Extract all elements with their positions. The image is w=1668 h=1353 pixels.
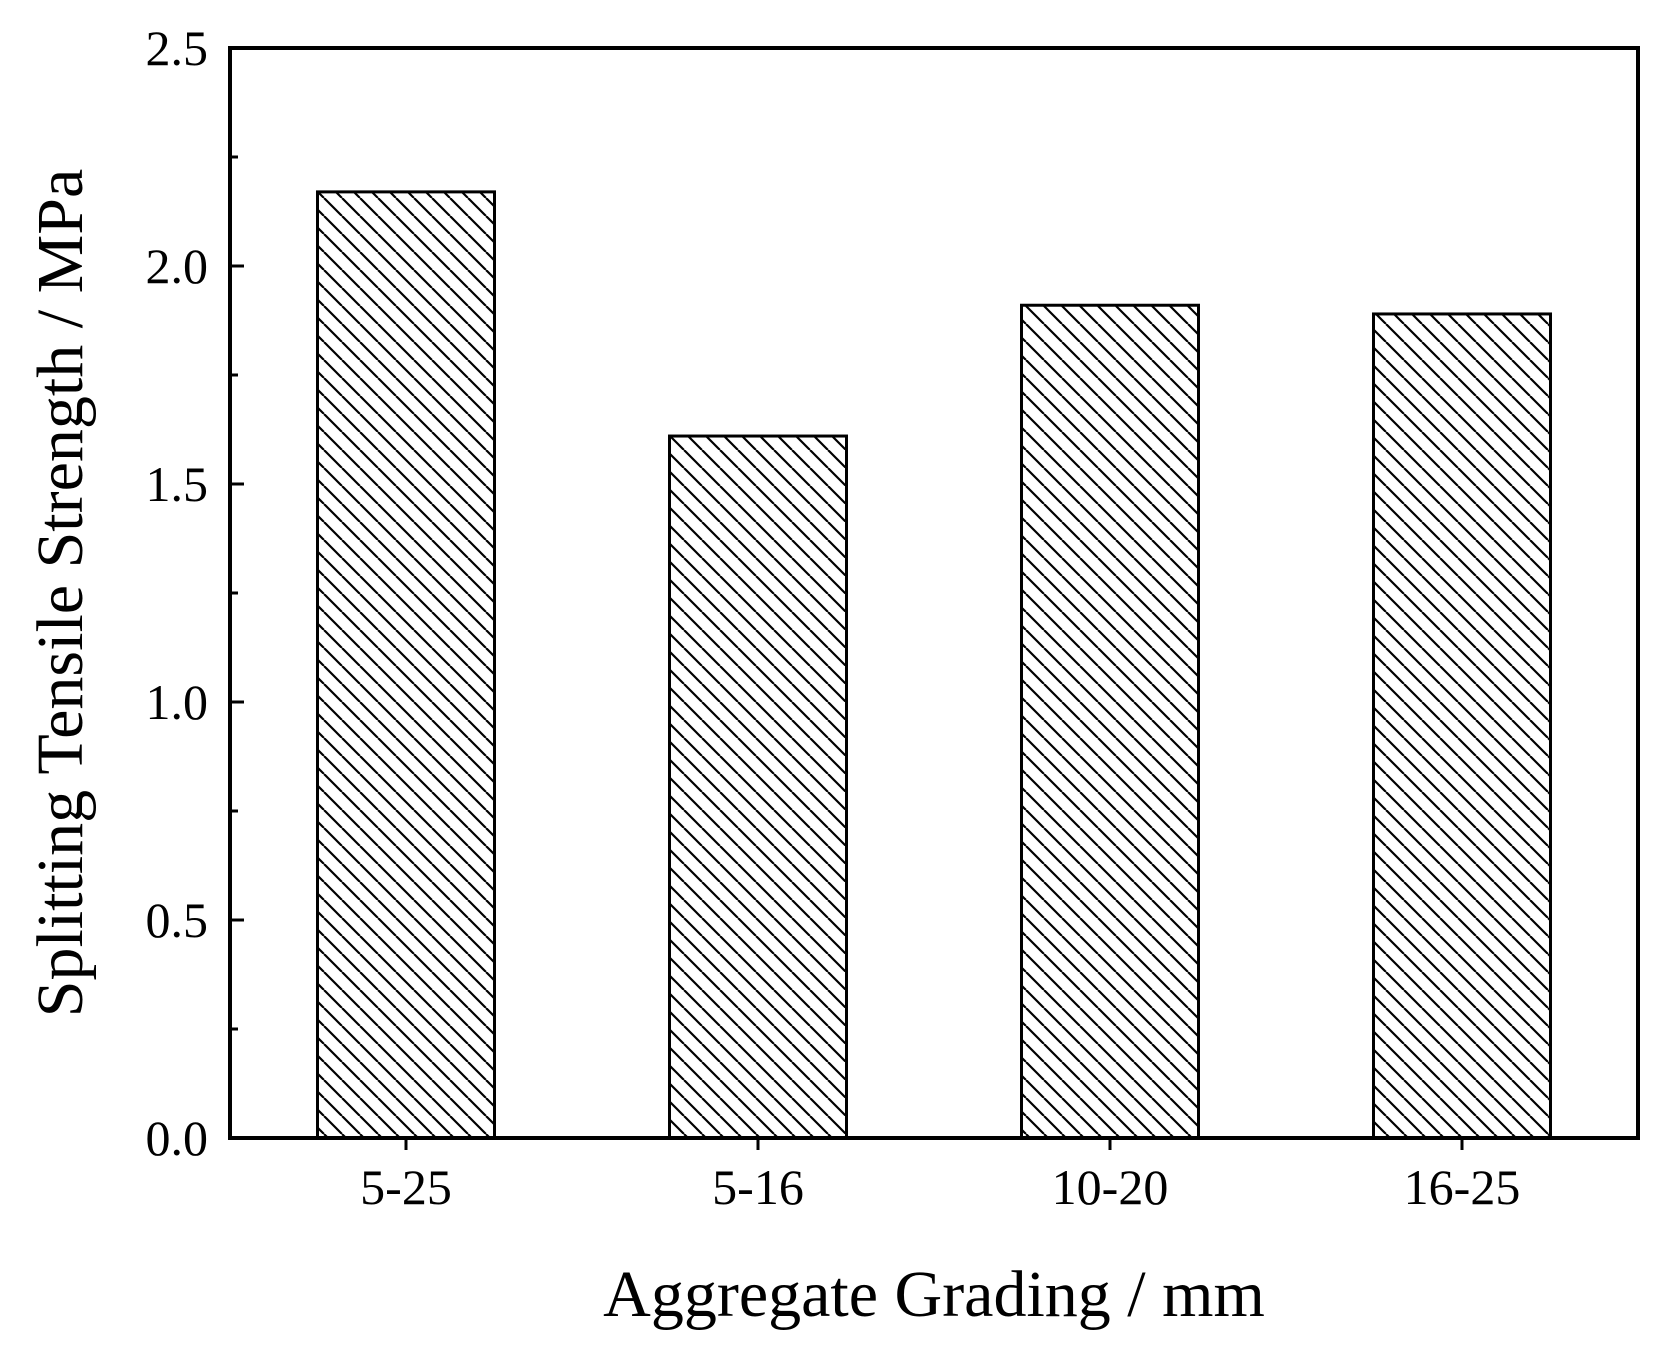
bars-group — [316, 190, 1552, 1140]
y-axis-ticks: 0.0 0.5 1.0 1.5 2.0 2.5 — [146, 20, 244, 1166]
bar-5-16 — [668, 434, 848, 1140]
x-axis-ticks: 5-25 5-16 10-20 16-25 — [360, 1138, 1520, 1215]
x-axis-title: Aggregate Grading / mm — [603, 1258, 1265, 1331]
bar-5-25 — [316, 190, 496, 1140]
y-tick-label: 2.0 — [146, 238, 209, 294]
y-tick-label: 1.5 — [146, 456, 209, 512]
x-tick-label: 5-25 — [360, 1159, 452, 1215]
y-axis-title: Splitting Tensile Strength / MPa — [24, 169, 97, 1018]
y-tick-label: 0.0 — [146, 1110, 209, 1166]
plot-frame — [228, 46, 1640, 1140]
x-tick-label: 10-20 — [1052, 1159, 1169, 1215]
y-tick-label: 2.5 — [146, 20, 209, 76]
y-tick-label: 1.0 — [146, 674, 209, 730]
y-tick-label: 0.5 — [146, 892, 209, 948]
x-tick-label: 16-25 — [1404, 1159, 1521, 1215]
bar-16-25 — [1372, 312, 1552, 1140]
x-tick-label: 5-16 — [712, 1159, 804, 1215]
bar-10-20 — [1020, 303, 1200, 1140]
